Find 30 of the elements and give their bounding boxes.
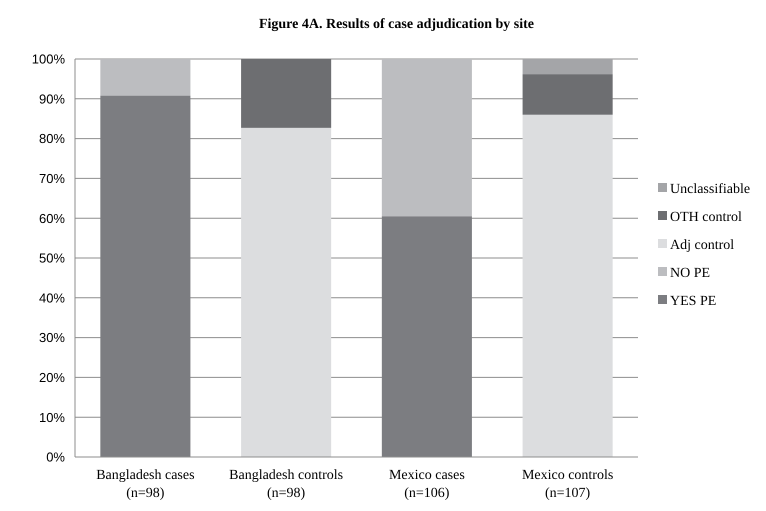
chart-title: Figure 4A. Results of case adjudication by site [258,17,534,32]
legend-label: OTH control [670,210,742,225]
bar [522,74,613,115]
y-tick-label: 90% [38,91,66,106]
x-tick-label: Mexico cases (n=106) [388,468,465,501]
y-tick-label: 60% [38,210,66,226]
bar [241,59,332,128]
bar [382,59,472,216]
legend-label: NO PE [670,266,710,281]
legend-label: Adj control [670,238,734,253]
bar [100,59,190,96]
x-tick-label: Mexico controls (n=107) [522,468,614,501]
y-tick-label: 100% [32,52,66,67]
bar [522,114,613,457]
y-tick-label: 70% [38,170,66,186]
x-tick-label: Bangladesh controls (n=98) [229,468,344,501]
y-tick-label: 80% [38,131,66,146]
y-tick-label: 20% [38,370,66,385]
bar [382,216,472,457]
bar [100,96,190,457]
y-tick-label: 40% [38,290,66,306]
y-tick-label: 10% [38,410,66,425]
y-tick-label: 30% [38,330,66,346]
bar [241,128,332,457]
y-tick-label: 0% [46,450,66,465]
legend-label: YES PE [670,294,716,309]
x-tick-label: Bangladesh cases (n=98) [96,468,195,501]
bar [522,59,613,74]
legend-label: Unclassifiable [670,182,750,197]
y-tick-label: 50% [38,250,66,266]
